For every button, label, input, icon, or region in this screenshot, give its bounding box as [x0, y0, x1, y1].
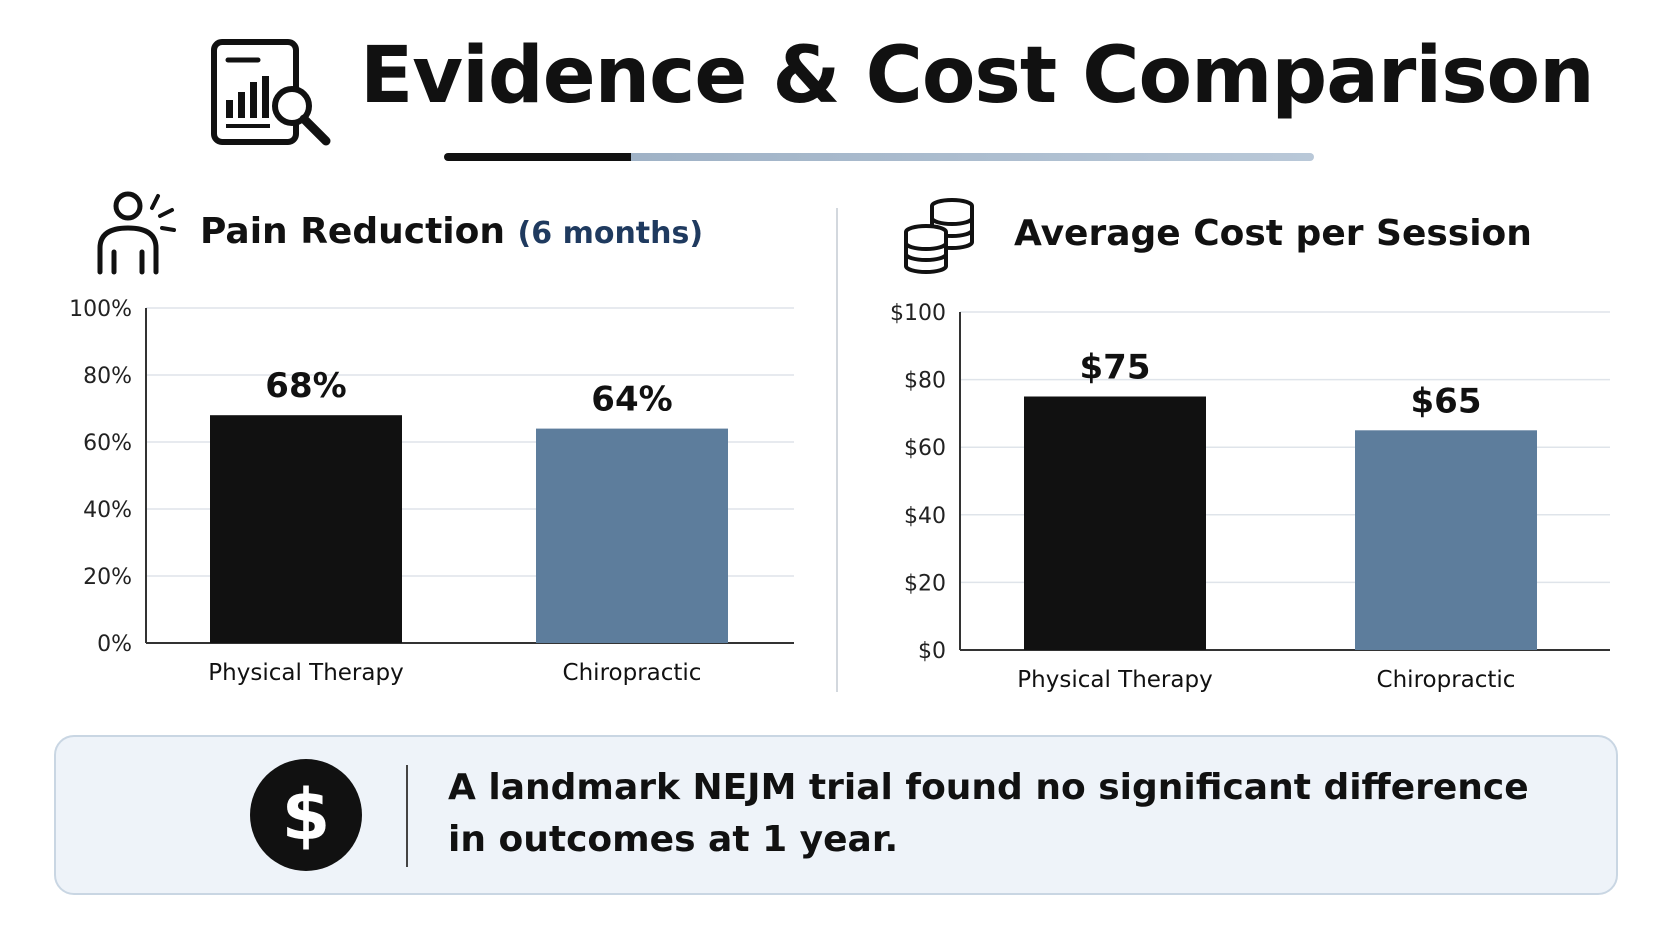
cost-per-session-chart: $0 $20 $40 $60 $80 $100 $75 Physical Therapy $65…: [890, 301, 1610, 693]
page-title: Evidence & Cost Comparison: [360, 31, 1595, 121]
y-tick-label: 20%: [83, 565, 132, 590]
y-tick-label: $0: [918, 639, 946, 664]
y-tick-label: $80: [904, 369, 946, 394]
bar-value-label: 64%: [591, 380, 672, 420]
y-tick-label: 100%: [69, 297, 132, 322]
category-label: Physical Therapy: [1017, 667, 1212, 693]
bar-value-label: $65: [1411, 381, 1482, 421]
coin-stack-icon: [904, 198, 974, 274]
dollar-circle-icon: $: [250, 759, 362, 871]
panel-divider: [836, 208, 838, 692]
y-tick-label: $40: [904, 504, 946, 529]
bar-value-label: 68%: [265, 366, 346, 406]
svg-text:$: $: [282, 774, 331, 856]
bar-physical-therapy: [210, 415, 402, 643]
pain-reduction-chart: 0% 20% 40% 60% 80% 100% 68% Physical Therapy 64%…: [69, 297, 794, 686]
y-tick-label: $20: [904, 571, 946, 596]
category-label: Physical Therapy: [208, 660, 403, 686]
y-tick-label: 40%: [83, 498, 132, 523]
bar-chiropractic: [1355, 430, 1537, 650]
bar-chiropractic: [536, 428, 728, 643]
pain-chart-heading: Pain Reduction (6 months): [200, 210, 703, 253]
key-finding-callout: $ A landmark NEJM trial found no signifi…: [54, 735, 1618, 895]
cost-chart-heading: Average Cost per Session: [1014, 213, 1532, 254]
y-tick-label: 60%: [83, 431, 132, 456]
y-tick-label: 80%: [83, 364, 132, 389]
title-underline: [444, 153, 1314, 161]
key-finding-text: A landmark NEJM trial found no significa…: [448, 767, 1529, 860]
callout-divider: [406, 765, 408, 867]
report-magnifier-icon: [211, 39, 331, 146]
bar-value-label: $75: [1080, 348, 1151, 388]
y-tick-label: $60: [904, 436, 946, 461]
pain-chart-subtitle: (6 months): [517, 216, 704, 251]
category-label: Chiropractic: [563, 660, 702, 686]
category-label: Chiropractic: [1377, 667, 1516, 693]
pain-chart-title: Pain Reduction: [200, 211, 505, 252]
y-tick-label: $100: [890, 301, 946, 326]
person-pain-icon: [97, 191, 176, 275]
y-tick-label: 0%: [97, 632, 132, 657]
bar-physical-therapy: [1024, 396, 1206, 650]
